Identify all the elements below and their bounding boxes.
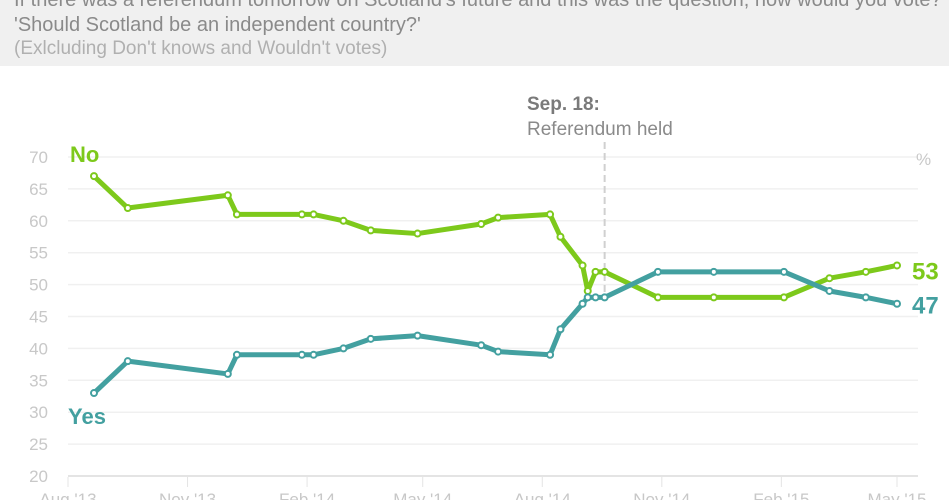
data-point-no xyxy=(232,210,241,219)
data-point-no xyxy=(123,204,132,213)
end-label-no: 53 xyxy=(912,258,939,285)
y-tick-label: 50 xyxy=(29,276,48,295)
chart-header: If there was a referendum tomorrow on Sc… xyxy=(0,0,949,66)
data-point-no xyxy=(309,210,318,219)
series-line-yes xyxy=(92,269,898,395)
data-point-yes xyxy=(825,286,834,295)
data-point-no xyxy=(413,229,422,238)
y-tick-label: 20 xyxy=(29,467,48,486)
data-point-no xyxy=(591,267,600,276)
data-point-no xyxy=(653,293,662,302)
data-point-yes xyxy=(709,267,718,276)
annotation-title: Sep. 18: xyxy=(527,94,600,115)
data-point-yes xyxy=(578,299,587,308)
y-tick-label: 25 xyxy=(29,435,48,454)
x-tick-label: Nov '14 xyxy=(633,490,690,500)
data-point-no xyxy=(825,274,834,283)
data-point-no xyxy=(578,261,587,270)
y-tick-label: 45 xyxy=(29,308,48,327)
data-point-yes xyxy=(89,389,98,398)
y-tick-label: 70 xyxy=(29,148,48,167)
x-tick-label: Feb '15 xyxy=(753,490,809,500)
y-tick-label: 40 xyxy=(29,339,48,358)
y-tick-label: 65 xyxy=(29,180,48,199)
x-tick-label: Feb '14 xyxy=(279,490,335,500)
data-point-no xyxy=(861,267,870,276)
y-axis-unit: % xyxy=(916,150,931,169)
series-line-no xyxy=(92,174,898,300)
data-point-yes xyxy=(591,293,600,302)
data-point-yes xyxy=(413,331,422,340)
data-point-no xyxy=(89,172,98,181)
data-point-yes xyxy=(223,369,232,378)
data-point-no xyxy=(223,191,232,200)
series-label-yes: Yes xyxy=(68,404,106,429)
data-point-yes xyxy=(232,350,241,359)
chart-title: If there was a referendum tomorrow on Sc… xyxy=(14,0,942,36)
data-point-no xyxy=(893,261,901,270)
data-point-yes xyxy=(893,299,901,308)
data-point-no xyxy=(494,213,503,222)
chart-subtitle: (Exlcluding Don't knows and Wouldn't vot… xyxy=(14,38,388,59)
series-label-no: No xyxy=(70,142,99,167)
annotation-text: Referendum held xyxy=(527,119,673,140)
data-point-yes xyxy=(600,293,609,302)
data-point-yes xyxy=(546,350,555,359)
x-tick-label: Aug '13 xyxy=(39,490,96,500)
data-point-no xyxy=(339,216,348,225)
data-point-yes xyxy=(494,347,503,356)
y-tick-label: 30 xyxy=(29,403,48,422)
data-point-no xyxy=(546,210,555,219)
data-point-no xyxy=(556,232,565,241)
data-point-yes xyxy=(309,350,318,359)
data-point-yes xyxy=(477,341,486,350)
data-point-yes xyxy=(861,293,870,302)
data-point-no xyxy=(366,226,375,235)
data-point-no xyxy=(709,293,718,302)
data-point-yes xyxy=(297,350,306,359)
end-label-yes: 47 xyxy=(912,293,939,320)
data-point-no xyxy=(583,286,592,295)
x-tick-label: May '15 xyxy=(868,490,927,500)
data-point-yes xyxy=(556,325,565,334)
data-point-yes xyxy=(366,334,375,343)
data-point-no xyxy=(600,267,609,276)
y-tick-label: 60 xyxy=(29,212,48,231)
data-point-yes xyxy=(583,293,592,302)
data-point-yes xyxy=(779,267,788,276)
data-point-yes xyxy=(123,357,132,366)
data-point-no xyxy=(297,210,306,219)
y-tick-label: 55 xyxy=(29,244,48,263)
data-point-no xyxy=(779,293,788,302)
x-tick-label: Nov '13 xyxy=(159,490,216,500)
x-tick-label: May '14 xyxy=(393,490,452,500)
x-tick-label: Aug '14 xyxy=(514,490,571,500)
data-point-no xyxy=(477,219,486,228)
data-point-yes xyxy=(653,267,662,276)
y-tick-label: 35 xyxy=(29,371,48,390)
data-point-yes xyxy=(339,344,348,353)
